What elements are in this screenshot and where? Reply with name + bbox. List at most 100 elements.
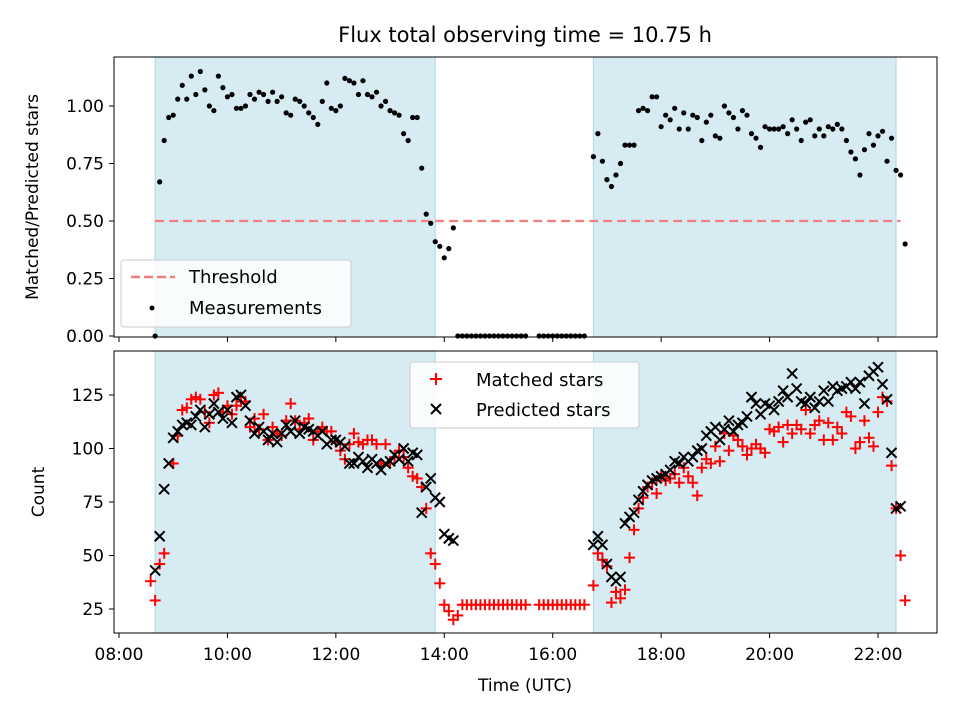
predicted-star-mark [384,455,396,468]
bottom-legend-predicted-swatch [430,403,442,415]
measurement-point [766,126,773,132]
predicted-star-mark [790,382,803,395]
predicted-star-point [804,391,816,403]
predicted-star-mark [727,425,740,438]
bottom-legend-box [409,361,640,429]
bottom-y-tick-label: 25 [82,600,104,620]
predicted-star-point [370,457,383,470]
predicted-star-mark [714,434,726,446]
matched-star-point [402,462,414,474]
predicted-star-point [217,412,229,425]
predicted-star-point [723,414,735,427]
predicted-star-mark [768,404,780,416]
matched-star-point [443,605,455,617]
predicted-star-point [235,389,247,401]
measurement-point [712,133,718,139]
matched-star-point [628,524,640,536]
measurement-point [179,82,185,88]
measurement-point [270,89,276,95]
matched-star-point [881,395,893,407]
measurement-point [816,126,822,132]
predicted-star-mark [397,442,410,455]
matched-star-point [149,594,161,606]
predicted-star-mark [181,417,193,429]
measurement-point [581,333,587,339]
measurement-point [541,333,547,339]
predicted-star-mark [632,494,645,506]
measurement-point [613,172,619,178]
predicted-star-mark [212,406,225,418]
predicted-star-mark [795,395,807,408]
predicted-star-mark [447,534,460,547]
bottom-x-tick-label: 12:00 [311,645,360,665]
predicted-star-mark [849,382,862,395]
measurement-point [188,73,194,79]
predicted-star-point [361,462,374,474]
matched-star-point [520,599,532,611]
measurement-point [432,239,438,245]
measurement-point [617,160,624,167]
measurement-point [161,137,167,144]
bottom-y-axis-label: Count [29,466,49,517]
predicted-star-mark [881,393,893,405]
predicted-star-point [393,453,405,465]
observing-window [155,351,436,633]
measurement-point [861,147,868,153]
matched-star-point [145,575,157,587]
measurement-point [884,158,890,164]
measurement-point [333,108,339,114]
predicted-star-point [397,442,410,455]
predicted-star-point [790,382,803,395]
predicted-star-mark [687,451,699,463]
measurement-point [739,108,746,114]
measurement-point [369,94,375,100]
measurement-point [744,112,750,118]
predicted-star-point [339,440,351,453]
predicted-star-point [185,419,197,431]
measurement-point [495,333,502,339]
predicted-star-mark [759,397,771,410]
predicted-star-mark [876,378,889,391]
predicted-star-point [208,397,220,410]
bottom-y-tick-label: 100 [72,440,104,460]
measurement-point [559,333,565,339]
matched-star-point [845,410,857,422]
predicted-star-point [592,530,604,542]
measurement-point [681,110,687,116]
predicted-star-mark [370,457,383,470]
predicted-star-mark [777,385,789,397]
predicted-star-point [768,404,780,416]
measurement-point [658,124,664,130]
predicted-star-point [772,395,785,408]
measurement-point [753,135,759,141]
bottom-legend: Matched stars Predicted stars [409,361,640,429]
predicted-star-point [375,464,387,476]
predicted-star-mark [443,532,455,545]
measurement-point [830,126,836,132]
predicted-star-mark [673,457,685,470]
predicted-star-point [849,382,862,395]
matched-star-point [587,579,599,591]
predicted-star-mark [284,425,297,438]
predicted-star-mark [185,419,197,431]
bottom-y-tick-label: 125 [72,386,104,406]
bottom-x-tick-label: 08:00 [95,645,144,665]
predicted-star-point [162,457,175,470]
predicted-star-mark [162,457,175,470]
top-y-tick-label: 0.50 [66,212,104,232]
top-y-tick-label: 0.75 [66,155,104,175]
predicted-star-mark [280,419,292,431]
predicted-star-mark [601,558,613,570]
predicted-star-point [696,442,708,455]
measurement-point [748,131,755,137]
predicted-star-mark [772,395,785,408]
bottom-legend-matched-swatch [430,373,442,385]
matched-star-point [438,599,450,611]
measurement-point [274,98,280,104]
matched-star-point [895,550,907,561]
measurement-point [690,112,696,118]
predicted-star-mark [718,423,731,435]
predicted-star-point [194,404,207,416]
predicted-star-mark [664,464,676,476]
measurement-point [437,243,443,249]
